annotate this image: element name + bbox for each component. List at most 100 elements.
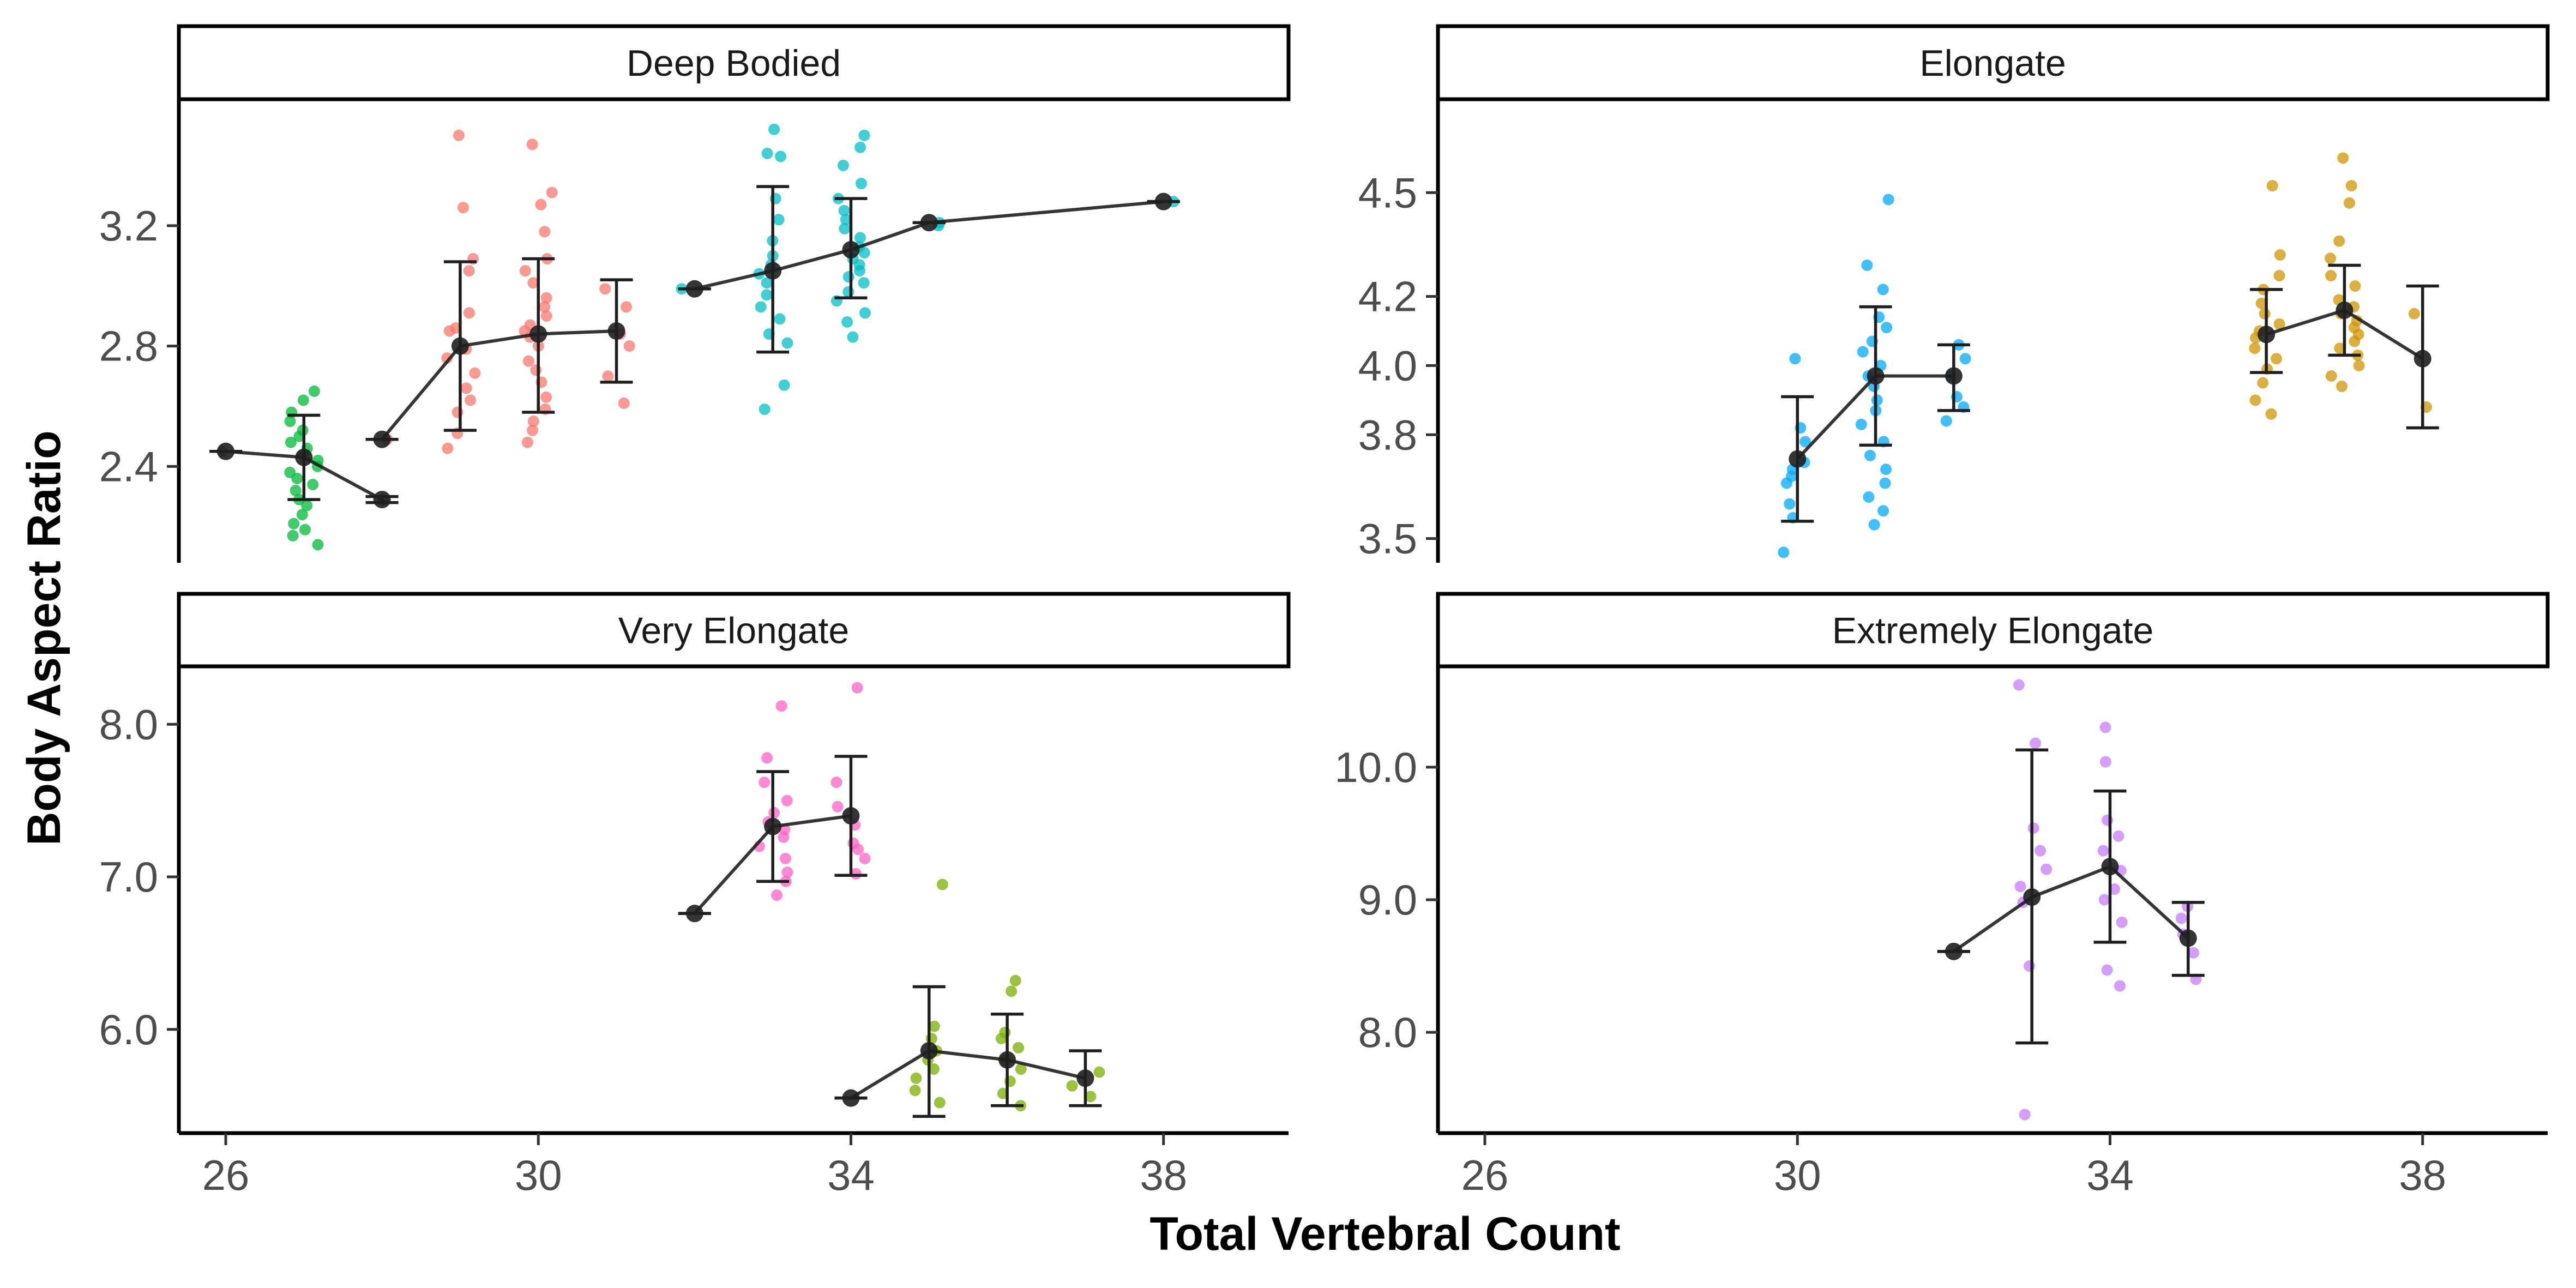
data-point [2035,845,2047,857]
mean-point [998,1051,1016,1069]
data-point [2249,342,2261,354]
data-point [2343,197,2355,209]
facet-strip [177,592,1291,669]
y-tick-label: 4.5 [1358,168,1417,216]
data-point [284,416,296,428]
panel-grid: Deep Bodied 2.4 2.8 3.2 Elongate 3.5 3.8 4.0 4.2… [99,24,2550,1199]
data-point [299,523,311,535]
data-point [842,271,854,283]
data-point [2019,1109,2031,1121]
data-point [291,472,303,484]
data-point [858,129,870,141]
data-point [2257,377,2269,389]
data-point [2013,679,2025,691]
data-point [521,436,533,448]
data-point [469,367,481,379]
data-point [2259,308,2271,320]
data-point [851,682,863,694]
y-tick-label: 3.8 [1358,411,1417,459]
data-point [287,529,299,541]
mean-point [842,1089,860,1107]
data-point [530,364,542,376]
data-point [2188,947,2200,959]
mean-point [2336,301,2354,319]
data-point [759,777,771,789]
mean-point [1867,367,1885,385]
data-point [847,331,859,343]
data-point [995,1033,1007,1045]
data-point [839,222,851,234]
data-point [1006,985,1018,997]
data-point [2255,297,2267,309]
data-point [2266,180,2278,192]
data-point [830,777,842,789]
facet-panel: Extremely Elongate 8.0 9.0 10.0 26 30 34 38 [1334,592,2550,1199]
mean-point [607,322,625,340]
data-point [453,129,465,141]
y-tick-label: 3.5 [1358,515,1417,563]
data-point [1877,505,1889,517]
mean-point [451,337,469,355]
data-point [2353,359,2365,371]
data-point [1789,353,1801,365]
facet-strip-label: Very Elongate [618,610,849,652]
data-point [780,852,792,864]
y-tick-label: 2.4 [99,442,158,490]
data-point [540,310,552,322]
data-point [858,277,870,289]
data-point [463,265,475,277]
data-point [2334,342,2346,354]
x-axis-title: Total Vertebral Count [1149,1208,1620,1260]
mean-point [295,448,313,466]
data-point [854,141,866,153]
mean-point [373,430,391,448]
data-point [1861,259,1873,271]
data-point [775,151,787,162]
data-point [540,391,552,403]
data-point [2029,737,2041,749]
data-point [2098,894,2110,906]
data-point [2408,308,2420,320]
x-tick-label: 34 [2086,1151,2134,1199]
data-point [1877,284,1889,296]
data-point [2273,318,2285,330]
y-axis-title: Body Aspect Ratio [18,430,70,845]
data-point [465,394,477,406]
data-point [778,379,790,391]
mean-point [920,1042,938,1060]
data-point [2336,380,2348,392]
data-point [1778,546,1790,558]
data-point [934,1097,946,1109]
data-point [773,214,785,226]
data-point [1868,519,1880,531]
data-point [2249,394,2261,406]
data-point [855,178,867,190]
data-point [623,340,635,352]
data-point [2099,756,2111,768]
data-point [768,123,780,135]
data-point [761,289,773,301]
data-point [2274,249,2286,261]
data-point [308,385,320,397]
facet-panel: Elongate 3.5 3.8 4.0 4.2 4.5 [1358,24,2550,563]
data-point [2325,370,2337,382]
mean-line [1953,864,2189,953]
data-point [599,283,611,295]
data-point [761,147,773,159]
data-point [297,394,309,406]
data-point [618,397,630,409]
data-point [441,352,453,364]
data-point [1009,974,1021,986]
data-point [290,485,302,497]
data-point [852,844,864,856]
data-point [620,301,632,313]
data-point [2099,721,2111,733]
mean-line [850,1049,1086,1100]
mean-point [2101,858,2119,876]
data-point [463,307,475,319]
data-point [1855,418,1867,430]
mean-point [2179,929,2197,947]
y-tick-label: 6.0 [99,1006,158,1054]
data-point [312,539,324,551]
data-point [535,198,547,210]
